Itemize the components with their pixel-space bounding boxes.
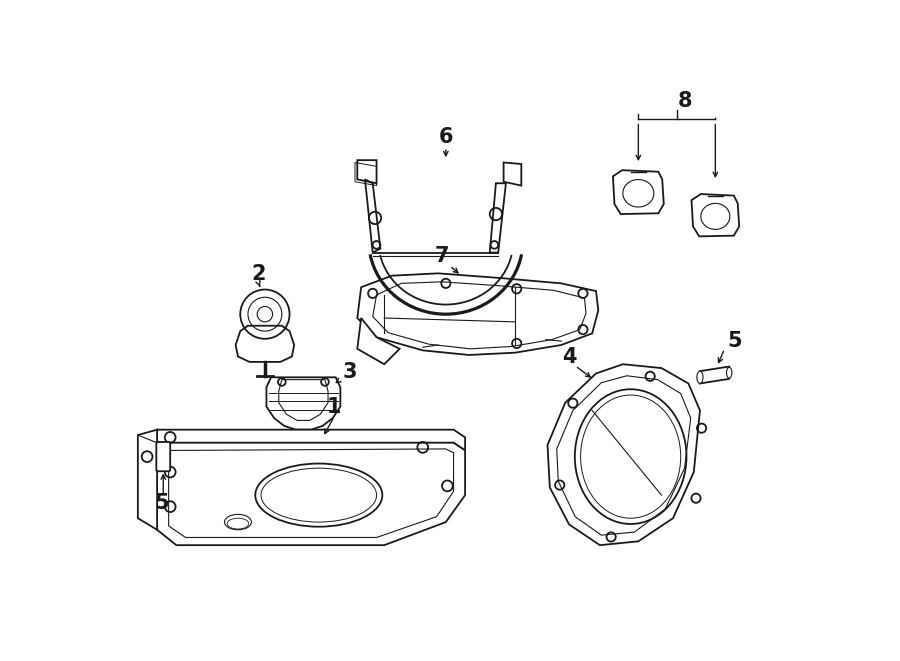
Polygon shape (357, 274, 598, 355)
Text: 2: 2 (251, 264, 266, 284)
Text: 6: 6 (438, 127, 453, 147)
Ellipse shape (726, 368, 732, 378)
Polygon shape (547, 364, 700, 545)
FancyBboxPatch shape (157, 442, 170, 471)
Polygon shape (700, 367, 729, 383)
Text: 1: 1 (327, 397, 341, 416)
Text: 7: 7 (435, 247, 449, 266)
Ellipse shape (697, 371, 703, 383)
Text: 8: 8 (678, 91, 692, 111)
Text: 4: 4 (562, 346, 576, 366)
Polygon shape (138, 430, 157, 529)
Text: 5: 5 (727, 331, 742, 351)
Polygon shape (158, 430, 465, 450)
Polygon shape (357, 318, 400, 364)
Polygon shape (279, 379, 328, 420)
Polygon shape (266, 377, 340, 430)
Polygon shape (613, 170, 664, 214)
Text: 3: 3 (342, 362, 356, 382)
Polygon shape (236, 326, 294, 362)
Polygon shape (158, 443, 465, 545)
Polygon shape (691, 194, 739, 237)
Text: 5: 5 (155, 493, 169, 513)
